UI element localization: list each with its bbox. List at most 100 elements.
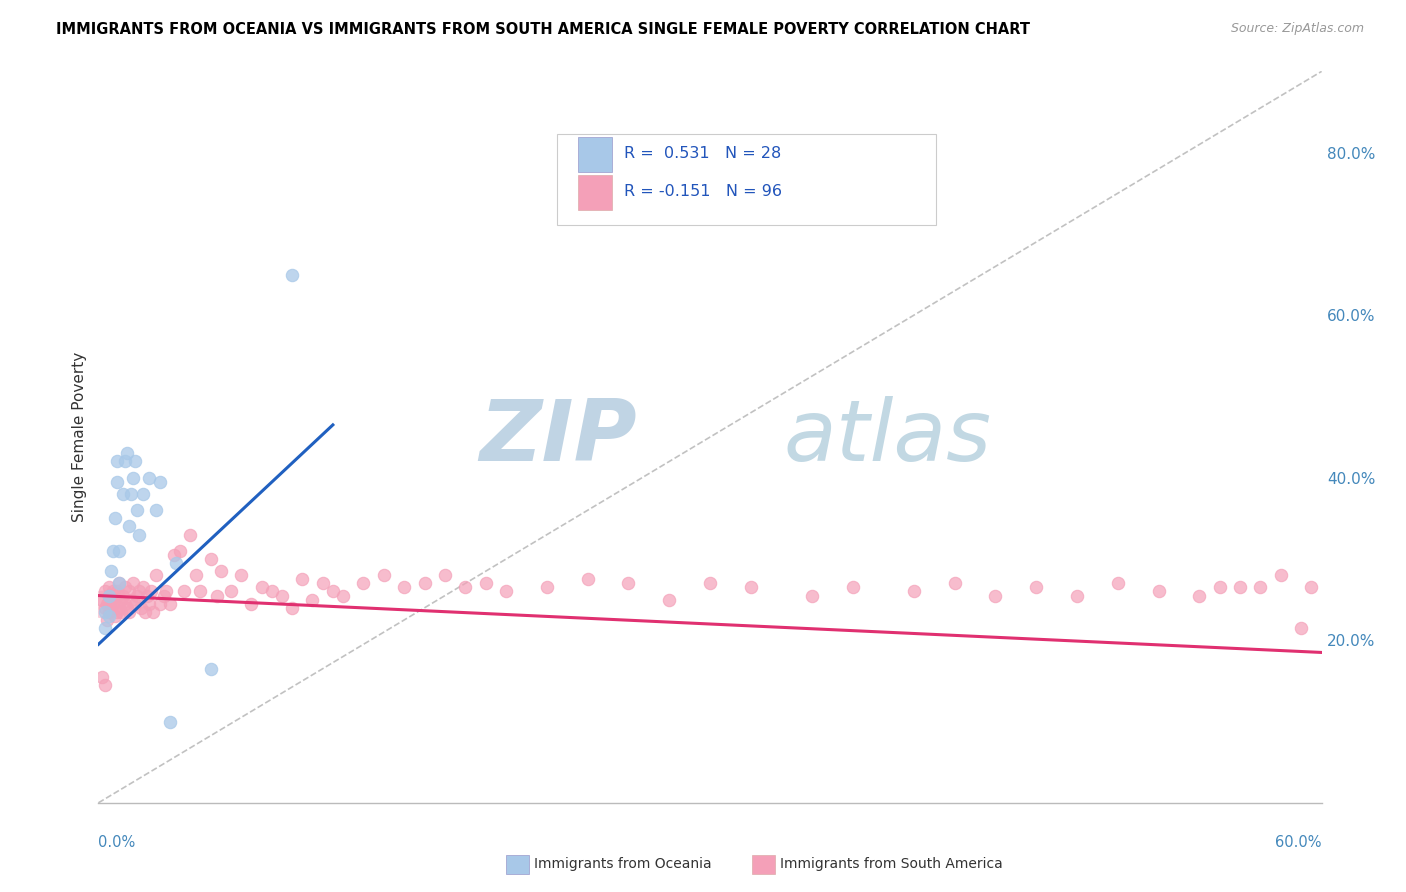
Point (984, 589, 1007, 603)
Point (205, 589, 228, 603)
Point (145, 503, 167, 517)
Point (1291, 621, 1313, 635)
Point (219, 584, 242, 599)
Point (332, 589, 354, 603)
Point (165, 556, 187, 570)
Point (105, 584, 128, 599)
Point (96, 597, 118, 611)
Point (132, 487, 155, 501)
Point (120, 592, 142, 607)
Point (576, 572, 599, 586)
Point (801, 589, 824, 603)
Point (91, 670, 114, 684)
Point (322, 584, 344, 599)
Point (114, 454, 136, 468)
Point (1188, 589, 1211, 603)
Point (1209, 581, 1232, 595)
Point (658, 592, 681, 607)
Point (617, 576, 640, 591)
Point (104, 589, 127, 603)
Point (138, 597, 160, 611)
Point (1249, 581, 1271, 595)
Point (97, 605, 120, 619)
Point (108, 600, 131, 615)
Point (115, 600, 138, 615)
Point (312, 576, 335, 591)
Point (93, 678, 115, 692)
Point (124, 454, 146, 468)
Point (841, 581, 863, 595)
Point (100, 564, 122, 578)
Point (740, 581, 762, 595)
Point (122, 576, 145, 591)
Point (149, 597, 172, 611)
Point (97, 589, 120, 603)
Point (97, 608, 120, 623)
Text: IMMIGRANTS FROM OCEANIA VS IMMIGRANTS FROM SOUTH AMERICA SINGLE FEMALE POVERTY C: IMMIGRANTS FROM OCEANIA VS IMMIGRANTS FR… (56, 22, 1031, 37)
Point (169, 544, 191, 558)
Point (91, 592, 114, 607)
Point (100, 592, 122, 607)
Point (104, 608, 127, 623)
Text: R =  0.531   N = 28: R = 0.531 N = 28 (624, 145, 782, 161)
FancyBboxPatch shape (557, 134, 936, 225)
Point (111, 487, 134, 501)
Text: ZIP: ZIP (479, 395, 637, 479)
Point (97, 581, 120, 595)
Point (159, 714, 181, 729)
Point (536, 581, 558, 595)
Point (93, 621, 115, 635)
Point (179, 527, 201, 541)
Point (281, 268, 304, 282)
Bar (578, 175, 612, 211)
Point (1025, 581, 1047, 595)
Point (132, 581, 155, 595)
Text: 0.0%: 0.0% (98, 836, 135, 850)
Point (454, 581, 477, 595)
Point (250, 581, 273, 595)
Point (93, 584, 115, 599)
Text: R = -0.151   N = 96: R = -0.151 N = 96 (624, 184, 782, 199)
Point (152, 589, 174, 603)
Point (474, 576, 498, 591)
Point (110, 592, 132, 607)
Text: Immigrants from South America: Immigrants from South America (780, 857, 1002, 871)
Point (136, 589, 159, 603)
Point (149, 475, 172, 489)
Point (93, 600, 115, 615)
Point (105, 605, 128, 619)
Point (127, 503, 149, 517)
Point (100, 600, 122, 615)
Point (97, 589, 120, 603)
Text: Immigrants from Oceania: Immigrants from Oceania (534, 857, 711, 871)
Point (105, 475, 128, 489)
Text: 60.0%: 60.0% (1275, 836, 1322, 850)
Point (903, 584, 925, 599)
Point (943, 576, 966, 591)
Point (114, 581, 136, 595)
Point (1301, 581, 1323, 595)
Y-axis label: Single Female Poverty: Single Female Poverty (72, 352, 87, 522)
Point (270, 589, 294, 603)
Point (209, 564, 232, 578)
Point (111, 589, 134, 603)
Point (392, 581, 416, 595)
Point (291, 572, 314, 586)
Point (1229, 581, 1251, 595)
Text: Source: ZipAtlas.com: Source: ZipAtlas.com (1230, 22, 1364, 36)
Point (142, 605, 165, 619)
Point (200, 662, 222, 676)
Point (101, 544, 124, 558)
Point (91, 597, 114, 611)
Point (173, 584, 195, 599)
Point (108, 576, 131, 591)
Point (118, 605, 141, 619)
Point (118, 519, 141, 533)
Point (186, 568, 208, 582)
Point (114, 597, 136, 611)
Point (231, 568, 253, 582)
Bar (578, 137, 612, 172)
Point (200, 552, 222, 566)
Point (101, 584, 124, 599)
Point (163, 548, 186, 562)
